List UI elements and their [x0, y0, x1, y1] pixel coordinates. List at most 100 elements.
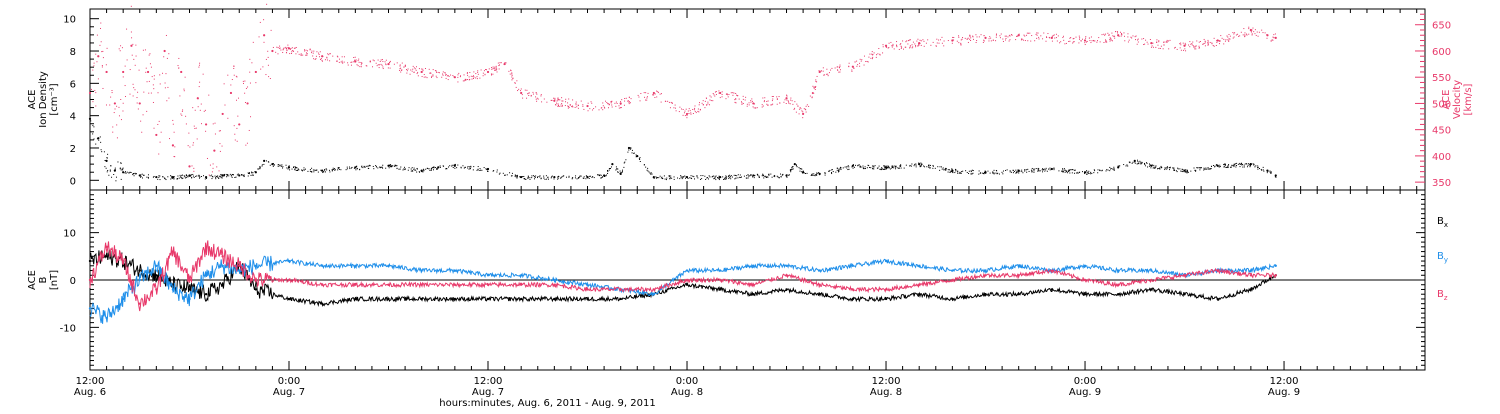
density-dot	[192, 173, 194, 175]
density-dot	[128, 172, 130, 174]
bx-data-point	[204, 293, 208, 296]
density-dot	[891, 165, 893, 167]
density-dot	[140, 175, 142, 177]
density-dot	[147, 176, 149, 178]
density-dot	[679, 178, 681, 180]
velocity-dot	[1226, 35, 1228, 37]
density-dot	[762, 173, 764, 175]
density-dot	[199, 176, 201, 178]
velocity-dot	[863, 55, 865, 57]
velocity-dot	[244, 92, 246, 94]
density-dot	[868, 165, 870, 167]
density-dot	[725, 177, 727, 179]
bottom-axis-title: B	[38, 276, 49, 283]
density-dot	[379, 167, 381, 169]
density-dot	[334, 169, 336, 171]
bx-data-point	[420, 297, 423, 301]
density-dot	[391, 166, 393, 168]
velocity-dot	[628, 96, 630, 98]
density-dot	[539, 175, 541, 177]
velocity-dot	[153, 78, 155, 80]
density-dot	[851, 166, 853, 168]
velocity-dot	[151, 76, 153, 78]
velocity-dot	[702, 100, 704, 102]
velocity-dot	[975, 42, 977, 44]
velocity-dot	[512, 78, 514, 80]
density-dot	[125, 172, 127, 174]
density-dot	[1250, 163, 1252, 165]
velocity-dot	[120, 45, 122, 47]
velocity-dot	[839, 64, 841, 66]
velocity-dot	[1211, 42, 1213, 44]
x-tick-sublabel: Aug. 9	[1069, 387, 1101, 398]
density-dot	[1016, 172, 1018, 174]
velocity-dot	[306, 54, 308, 56]
density-dot	[1169, 169, 1171, 171]
velocity-dot	[94, 89, 96, 91]
density-dot	[1149, 163, 1151, 165]
density-dot	[416, 171, 418, 173]
density-dot	[1117, 165, 1119, 167]
velocity-dot	[608, 103, 610, 105]
velocity-dot	[172, 123, 174, 125]
velocity-dot	[560, 104, 562, 106]
top-left-y-tick-label: 8	[70, 47, 76, 58]
velocity-dot	[602, 105, 604, 107]
velocity-dot	[602, 109, 604, 111]
density-dot	[1260, 168, 1262, 170]
velocity-dot	[1221, 37, 1223, 39]
velocity-dot	[1183, 44, 1185, 46]
velocity-dot	[515, 86, 517, 88]
velocity-dot	[856, 60, 858, 62]
density-dot	[955, 170, 957, 172]
density-dot	[1063, 168, 1065, 170]
velocity-dot	[851, 69, 853, 71]
velocity-dot	[1011, 34, 1013, 36]
density-dot	[1173, 167, 1175, 169]
density-dot	[223, 173, 225, 175]
velocity-dot	[630, 98, 632, 100]
velocity-dot	[328, 54, 330, 56]
density-dot	[1169, 166, 1171, 168]
density-dot	[919, 166, 921, 168]
velocity-dot	[91, 88, 93, 90]
density-dot	[887, 167, 889, 169]
velocity-dot	[285, 46, 287, 48]
velocity-dot	[1062, 35, 1064, 37]
data-point	[180, 70, 183, 74]
density-dot	[480, 169, 482, 171]
density-dot	[473, 166, 475, 168]
velocity-dot	[313, 50, 315, 52]
velocity-dot	[268, 76, 270, 78]
density-dot	[140, 174, 142, 176]
density-dot	[884, 168, 886, 170]
density-dot	[282, 166, 284, 168]
density-dot	[421, 170, 423, 172]
velocity-dot	[618, 107, 620, 109]
velocity-dot	[673, 107, 675, 109]
density-dot	[385, 167, 387, 169]
density-dot	[273, 164, 275, 166]
velocity-dot	[1151, 45, 1153, 47]
density-dot	[1037, 168, 1039, 170]
density-dot	[124, 171, 126, 173]
density-dot	[531, 175, 533, 177]
density-dot	[185, 174, 187, 176]
density-dot	[1128, 161, 1130, 163]
density-dot	[591, 176, 593, 178]
density-dot	[957, 171, 959, 173]
velocity-dot	[497, 62, 499, 64]
velocity-dot	[647, 92, 649, 94]
velocity-dot	[863, 64, 865, 66]
velocity-dot	[1264, 32, 1266, 34]
density-dot	[945, 168, 947, 170]
velocity-dot	[406, 69, 408, 71]
density-dot	[1113, 169, 1115, 171]
velocity-dot	[177, 65, 179, 67]
velocity-dot	[905, 41, 907, 43]
density-dot	[1239, 166, 1241, 168]
velocity-dot	[1036, 37, 1038, 39]
density-dot	[483, 167, 485, 169]
density-dot	[1062, 169, 1064, 171]
data-point	[138, 174, 141, 177]
